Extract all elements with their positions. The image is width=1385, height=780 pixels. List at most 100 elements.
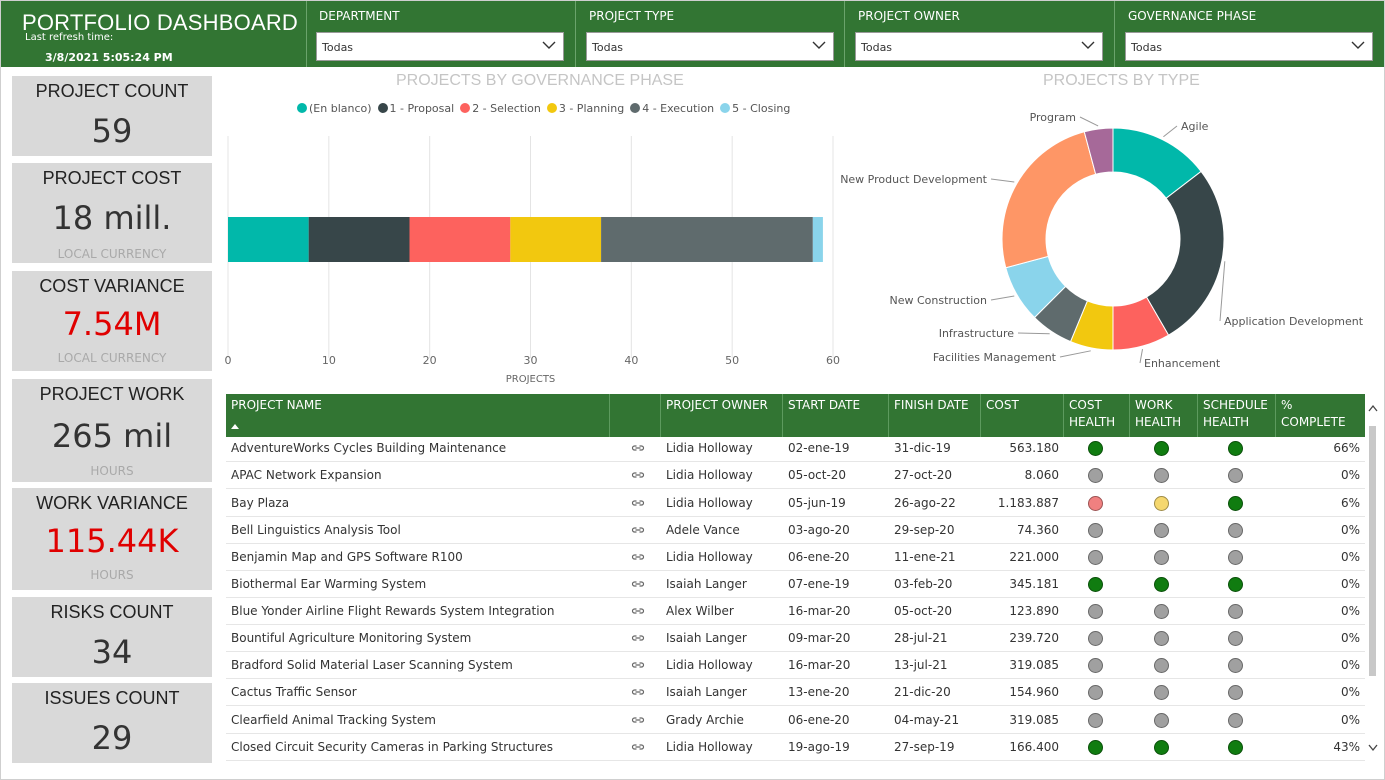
table-row[interactable]: Clearfield Animal Tracking System Grady A… (226, 707, 1365, 734)
table-row[interactable]: Bay Plaza Lidia Holloway 05-jun-19 26-ago-2… (226, 490, 1365, 517)
link-icon[interactable] (626, 434, 656, 461)
cell-owner: Lidia Holloway (666, 740, 753, 754)
bar-segment (409, 217, 511, 262)
table-row[interactable]: Biothermal Ear Warming System Isaiah Lang… (226, 571, 1365, 598)
link-icon[interactable] (626, 733, 656, 760)
legend-item[interactable]: (En blanco) (297, 102, 372, 115)
project-owner-dropdown[interactable]: Todas (855, 32, 1103, 61)
work-health-indicator (1154, 550, 1169, 565)
donut-leader-line (1139, 349, 1143, 364)
donut-label: Infrastructure (939, 327, 1015, 340)
table-row[interactable]: APAC Network Expansion Lidia Holloway 05-o… (226, 462, 1365, 489)
link-icon[interactable] (626, 461, 656, 488)
col-finish-date[interactable]: FINISH DATE (889, 394, 981, 437)
link-icon[interactable] (626, 516, 656, 543)
scrollbar-thumb[interactable] (1369, 426, 1376, 676)
scroll-up-icon[interactable] (1368, 404, 1378, 412)
link-icon[interactable] (626, 489, 656, 516)
cost-health-indicator (1088, 740, 1103, 755)
cost-health-indicator (1088, 577, 1103, 592)
kpi-project-count: PROJECT COUNT 59 (12, 76, 212, 156)
cost-health-indicator (1088, 496, 1103, 511)
table-row[interactable]: Bell Linguistics Analysis Tool Adele Vanc… (226, 517, 1365, 544)
scroll-down-icon[interactable] (1368, 744, 1378, 752)
cell-start-date: 09-mar-20 (788, 631, 851, 645)
legend-item[interactable]: 1 - Proposal (377, 102, 454, 115)
cell-finish-date: 13-jul-21 (894, 658, 948, 672)
schedule-health-indicator (1228, 740, 1243, 755)
col-start-date[interactable]: START DATE (783, 394, 889, 437)
filter-label: PROJECT OWNER (858, 9, 960, 23)
link-icon[interactable] (626, 597, 656, 624)
legend-item[interactable]: 3 - Planning (546, 102, 624, 115)
header-bar: PORTFOLIO DASHBOARD Last refresh time: 3… (1, 1, 1384, 67)
schedule-health-indicator (1228, 604, 1243, 619)
cell-project-name: APAC Network Expansion (231, 468, 382, 482)
table-scrollbar[interactable] (1367, 396, 1379, 766)
refresh-label: Last refresh time: (25, 32, 114, 43)
table-row[interactable]: Benjamin Map and GPS Software R100 Lidia … (226, 544, 1365, 571)
col-work-health[interactable]: WORK HEALTH (1130, 394, 1198, 437)
link-icon[interactable] (626, 570, 656, 597)
legend-marker (720, 103, 731, 113)
schedule-health-indicator (1228, 713, 1243, 728)
donut-leader-line (1059, 350, 1091, 358)
table-row[interactable]: Bradford Solid Material Laser Scanning S… (226, 652, 1365, 679)
kpi-value: 18 mill. (52, 199, 172, 237)
cell-owner: Alex Wilber (666, 604, 734, 618)
department-dropdown[interactable]: Todas (316, 32, 564, 61)
chevron-down-icon (1351, 41, 1365, 49)
col-link (610, 394, 661, 437)
link-icon[interactable] (626, 543, 656, 570)
col-schedule-health[interactable]: SCHEDULE HEALTH (1198, 394, 1276, 437)
link-icon[interactable] (626, 706, 656, 733)
link-icon[interactable] (626, 624, 656, 651)
table-row[interactable]: Closed Circuit Security Cameras in Parki… (226, 734, 1365, 761)
kpi-title: WORK VARIANCE (36, 493, 188, 513)
donut-label: Facilities Management (933, 351, 1057, 364)
cell-percent-complete: 0% (1340, 550, 1360, 564)
cost-health-indicator (1088, 441, 1103, 456)
table-row[interactable]: AdventureWorks Cycles Building Maintenan… (226, 435, 1365, 462)
cell-start-date: 06-ene-20 (788, 713, 850, 727)
cell-project-name: Bradford Solid Material Laser Scanning S… (231, 658, 513, 672)
legend-label: 5 - Closing (732, 102, 791, 115)
cell-project-name: Blue Yonder Airline Flight Rewards Syste… (231, 604, 555, 618)
cell-percent-complete: 43% (1333, 740, 1360, 754)
col-label: PROJECT NAME (231, 398, 322, 412)
cell-project-name: Biothermal Ear Warming System (231, 577, 427, 591)
work-health-indicator (1154, 604, 1169, 619)
cell-owner: Lidia Holloway (666, 441, 753, 455)
work-health-indicator (1154, 658, 1169, 673)
legend-item[interactable]: 2 - Selection (460, 102, 541, 115)
col-project-name[interactable]: PROJECT NAME (226, 394, 610, 437)
table-row[interactable]: Cactus Traffic Sensor Isaiah Langer 13-ene… (226, 679, 1365, 706)
cell-finish-date: 26-ago-22 (894, 496, 956, 510)
dropdown-value: Todas (861, 41, 893, 54)
cell-cost: 319.085 (1009, 658, 1059, 672)
cell-finish-date: 29-sep-20 (894, 523, 955, 537)
link-icon[interactable] (626, 651, 656, 678)
legend-item[interactable]: 5 - Closing (720, 102, 790, 115)
col-cost-health[interactable]: COST HEALTH (1064, 394, 1130, 437)
kpi-project-work: PROJECT WORK 265 mil HOURS (12, 379, 212, 482)
governance-phase-dropdown[interactable]: Todas (1125, 32, 1373, 61)
project-type-dropdown[interactable]: Todas (586, 32, 834, 61)
table-row[interactable]: Bountiful Agriculture Monitoring System I… (226, 625, 1365, 652)
table-row[interactable]: Blue Yonder Airline Flight Rewards Syste… (226, 598, 1365, 625)
kpi-title: PROJECT COUNT (35, 81, 189, 101)
filter-label: DEPARTMENT (319, 9, 400, 23)
work-health-indicator (1154, 631, 1169, 646)
col-project-owner[interactable]: PROJECT OWNER (661, 394, 783, 437)
chevron-down-icon (542, 41, 556, 49)
filter-label: GOVERNANCE PHASE (1128, 9, 1257, 23)
cell-cost: 8.060 (1024, 468, 1059, 482)
filter-label: PROJECT TYPE (589, 9, 675, 23)
link-icon[interactable] (626, 678, 656, 705)
cell-owner: Lidia Holloway (666, 496, 753, 510)
col-percent-complete[interactable]: % COMPLETE (1276, 394, 1365, 437)
col-cost[interactable]: COST (981, 394, 1064, 437)
filter-project-type: PROJECT TYPE Todas (585, 1, 835, 67)
legend-item[interactable]: 4 - Execution (630, 102, 714, 115)
